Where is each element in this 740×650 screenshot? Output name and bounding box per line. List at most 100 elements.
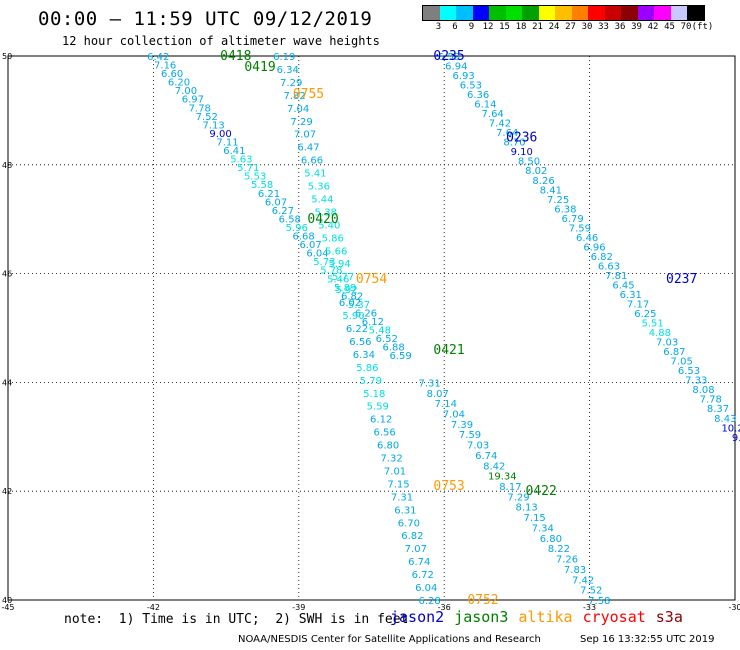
wave-height-value: 5.86	[356, 363, 378, 374]
wave-height-value: 5.92	[335, 285, 357, 296]
wave-height-value: 7.29	[290, 117, 312, 128]
wave-height-value: 9.6	[732, 433, 740, 444]
wave-height-value: 7.78	[189, 103, 211, 114]
wave-height-value: 6.52	[376, 334, 398, 345]
generation-timestamp: Sep 16 13:32:55 UTC 2019	[580, 634, 715, 645]
lon-tick-label: -45	[1, 603, 14, 610]
wave-height-value: 5.90	[342, 311, 364, 322]
legend-item-cryosat: cryosat	[582, 608, 646, 626]
wave-height-value: 7.03	[656, 338, 678, 349]
wave-height-value: 5.41	[304, 169, 326, 180]
wave-height-value: 7.29	[507, 492, 529, 503]
wave-height-value: 7.32	[380, 454, 402, 465]
wave-height-value: 7.04	[287, 104, 309, 115]
wave-height-value: 6.82	[341, 291, 363, 302]
wave-height-value: 5.59	[367, 402, 389, 413]
wave-height-value: 6.45	[612, 280, 634, 291]
colorbar-labels: 3 6 9 12 15 18 21 24 27 30 33 36 39 42 45 70 (ft)	[422, 22, 740, 36]
wave-height-value: 6.70	[398, 518, 420, 529]
wave-height-value: 7.07	[294, 130, 316, 141]
wave-height-value: 6.63	[598, 261, 620, 272]
lon-tick-label: -33	[583, 603, 596, 610]
colorbar-swatch	[522, 6, 539, 20]
wave-height-value: 5.40	[318, 220, 340, 231]
wave-height-value: 5.48	[369, 326, 391, 337]
colorbar-swatch	[538, 6, 555, 20]
wave-height-value: 8.07	[427, 389, 449, 400]
lat-tick-label: 40	[2, 596, 12, 605]
page-subtitle: 12 hour collection of altimeter wave hei…	[62, 34, 380, 48]
wave-height-value: 6.87	[663, 347, 685, 358]
wave-height-value: 7.01	[384, 466, 406, 477]
wave-height-value: 6.58	[279, 214, 301, 225]
wave-height-value: 6.82	[591, 252, 613, 263]
wave-height-value: 7.07	[405, 544, 427, 555]
wave-height-value: 6.25	[634, 309, 656, 320]
wave-height-value: 6.26	[355, 308, 377, 319]
wave-height-value: 6.66	[301, 156, 323, 167]
lat-tick-label: 42	[2, 487, 12, 496]
wave-height-value: 7.31	[419, 378, 441, 389]
wave-height-value: 6.22	[346, 324, 368, 335]
wave-height-value: 8.41	[540, 185, 562, 196]
legend-item-altika: altika	[518, 608, 573, 626]
colorbar-swatch	[472, 6, 489, 20]
wave-height-value: 7.59	[459, 430, 481, 441]
wave-height-value: 5.71	[237, 163, 259, 174]
colorbar-swatch	[489, 6, 506, 20]
pass-time-label: 0237	[666, 272, 697, 287]
wave-height-value: 9.00	[209, 129, 231, 140]
colorbar-label: 6	[452, 22, 458, 32]
pass-time-label: 0753	[433, 479, 464, 494]
wave-height-value: 5.53	[244, 172, 266, 183]
wave-height-value: 7.64	[496, 128, 518, 139]
wave-height-value: 7.04	[443, 409, 465, 420]
wave-height-value: 6.88	[383, 343, 405, 354]
wave-height-value: 6.31	[620, 290, 642, 301]
colorbar-label: 70	[680, 22, 692, 32]
wave-height-value: 7.78	[700, 395, 722, 406]
wave-height-value: 7.39	[451, 420, 473, 431]
wave-height-value: 7.14	[435, 399, 457, 410]
wave-height-value: 6.46	[576, 233, 598, 244]
wave-height-value: 6.38	[554, 204, 576, 215]
wave-height-value: 6.41	[223, 146, 245, 157]
wave-height-value: 8.43	[714, 414, 736, 425]
colorbar-label: 33	[598, 22, 609, 32]
wave-height-value: 5.73	[313, 257, 335, 268]
wave-height-value: 7.34	[532, 523, 554, 534]
wave-height-value: 7.16	[154, 61, 176, 72]
wave-height-value: 5.46	[327, 274, 349, 285]
wave-height-value: 6.79	[562, 214, 584, 225]
legend-item-s3a: s3a	[655, 608, 683, 626]
wave-height-value: 5.89	[334, 283, 356, 294]
wave-height-value: 6.97	[182, 95, 204, 106]
colorbar-label: 27	[565, 22, 576, 32]
wave-height-value: 8.13	[515, 503, 537, 514]
wave-height-value: 8.50	[518, 157, 540, 168]
colorbar-label: 12	[482, 22, 494, 32]
wave-height-value: 5.77	[332, 272, 354, 283]
wave-height-value: 6.31	[394, 505, 416, 516]
wave-height-value: 4.88	[649, 328, 671, 339]
pass-time-label: 0420	[307, 212, 338, 227]
colorbar-swatch	[505, 6, 522, 20]
colorbar-swatch	[604, 6, 621, 20]
wave-height-value: 6.72	[412, 570, 434, 581]
page-title: 00:00 – 11:59 UTC 09/12/2019	[38, 8, 373, 30]
wave-height-value: 6.56	[349, 337, 371, 348]
wave-height-value: 5.63	[230, 155, 252, 166]
altimeter-map: -45 -42 -39 -36 -33 -305048464442406.427.166.…	[1, 49, 740, 610]
wave-height-value: 7.81	[605, 271, 627, 282]
wave-height-value: 5.36	[308, 182, 330, 193]
wave-height-value: 5.94	[329, 259, 351, 270]
lon-tick-label: -42	[147, 603, 160, 610]
wave-height-value: 7.58	[588, 596, 610, 607]
colorbar-label: 42	[647, 22, 659, 32]
wave-height-value: 6.02	[339, 298, 361, 309]
wave-height-value: 6.12	[362, 317, 384, 328]
wave-height-value: 6.59	[389, 351, 411, 362]
map-frame	[7, 55, 736, 601]
pass-time-label: 0419	[244, 60, 275, 75]
wave-height-value: 7.11	[216, 137, 238, 148]
